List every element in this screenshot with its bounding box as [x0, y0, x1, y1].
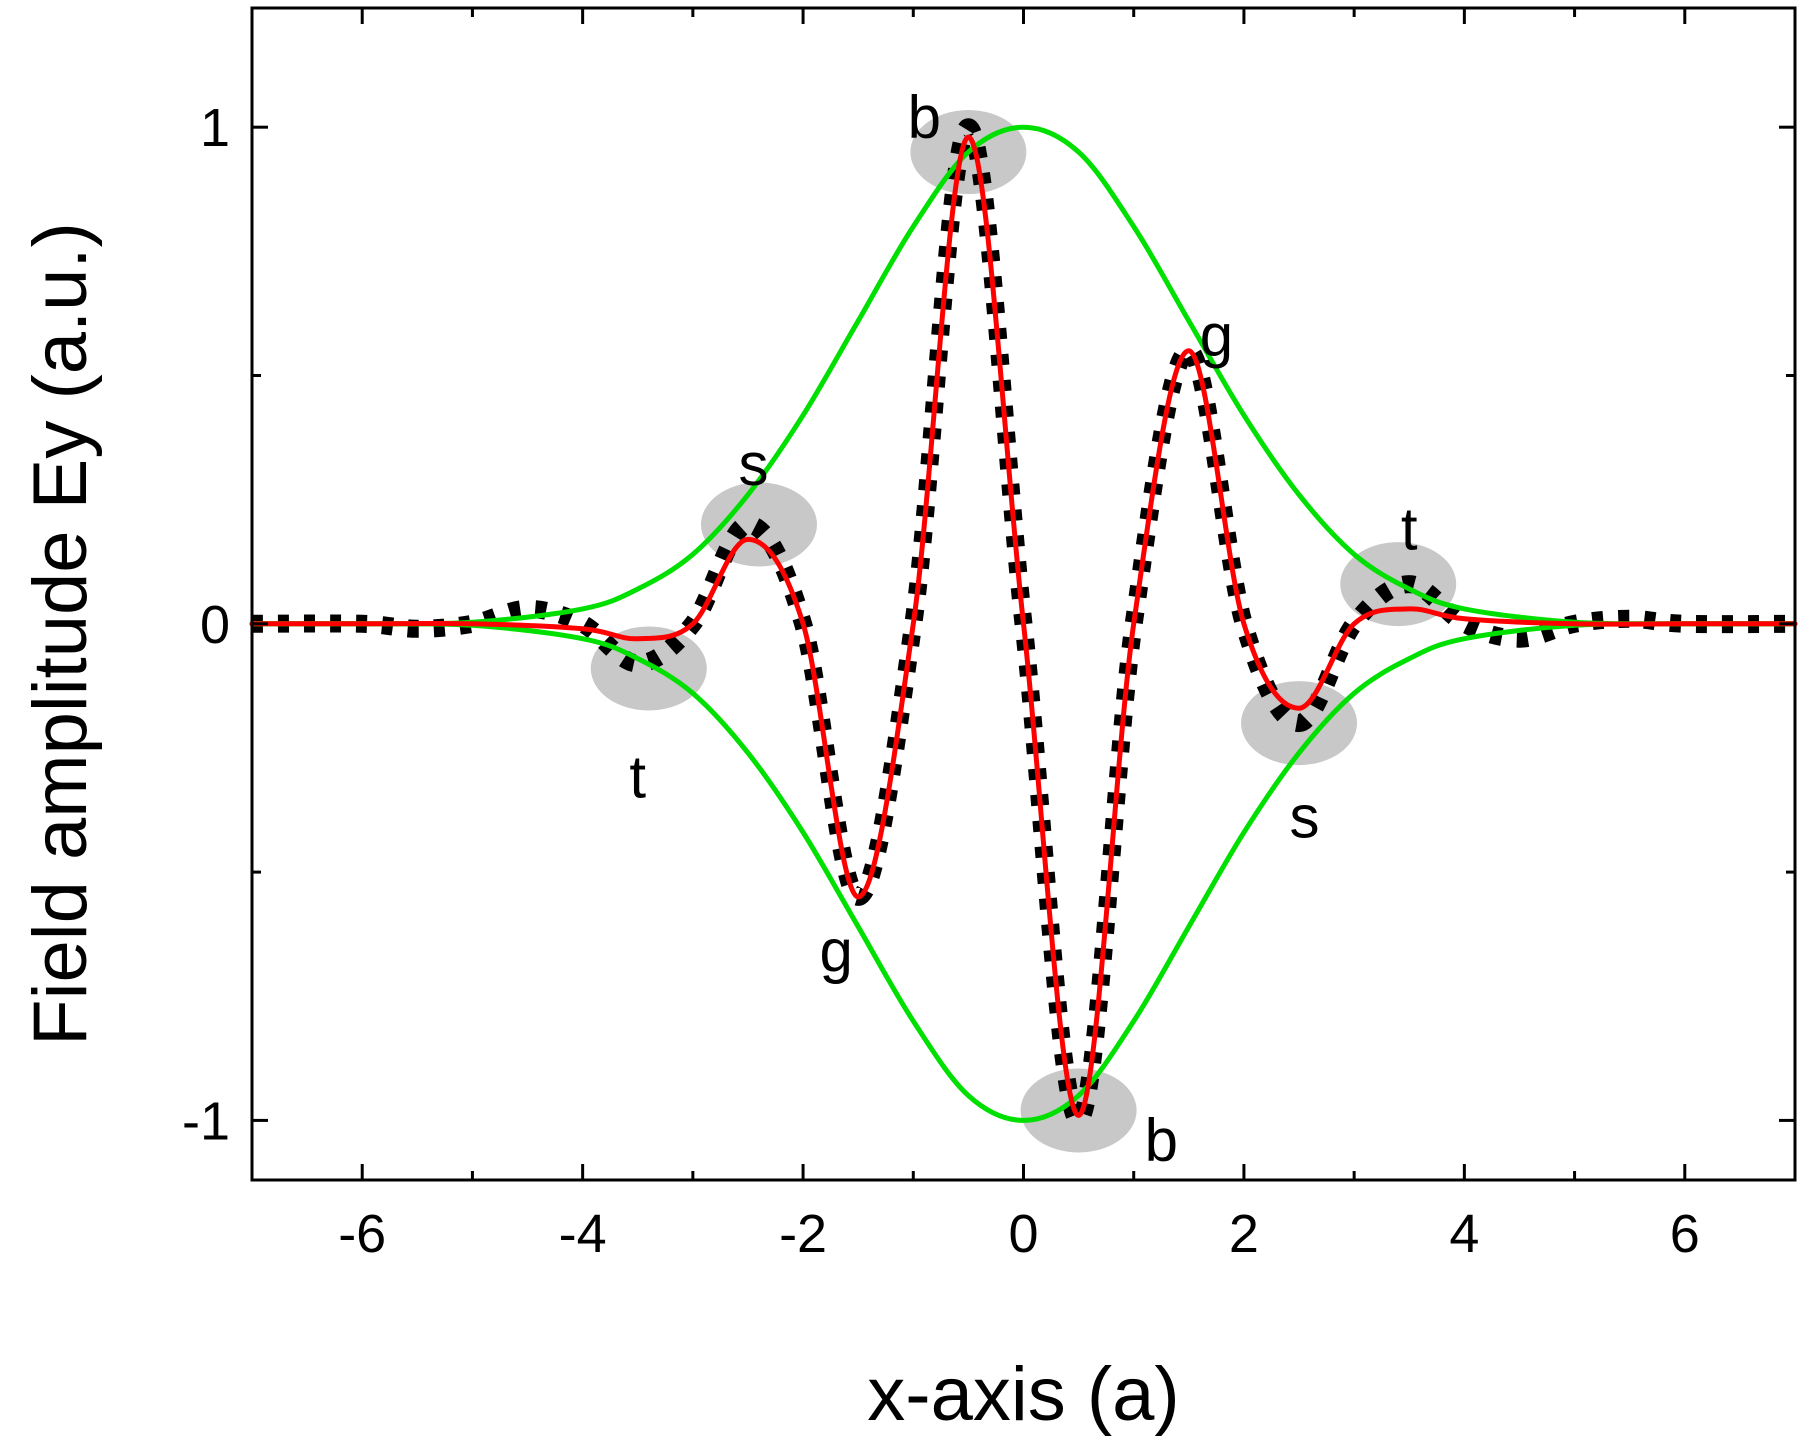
green-envelope-upper — [249, 124, 1798, 627]
x-tick-label: -2 — [779, 1204, 827, 1264]
peak-label-b: b — [908, 83, 941, 150]
peak-label-g: g — [1200, 302, 1233, 369]
series-layer — [249, 118, 1798, 1130]
green-envelope-lower — [249, 621, 1798, 1123]
red-series — [249, 134, 1798, 1118]
peak-label-g: g — [819, 918, 852, 985]
x-tick-label: 2 — [1229, 1204, 1259, 1264]
y-tick-label: 1 — [200, 98, 230, 158]
x-tick-label: -6 — [338, 1204, 386, 1264]
y-axis-title: Field amplitude Ey (a.u.) — [18, 222, 103, 1046]
annotations-layer: b b g g s s t t — [629, 83, 1418, 1173]
peak-label-s: s — [1290, 783, 1320, 850]
x-tick-label: -4 — [559, 1204, 607, 1264]
ticks-layer: -6 -4 -2 0 2 4 6 -1 0 1 — [182, 8, 1797, 1264]
peak-label-t: t — [629, 744, 646, 811]
x-tick-label: 6 — [1670, 1204, 1700, 1264]
peak-label-t: t — [1401, 495, 1418, 562]
x-axis-title: x-axis (a) — [867, 1352, 1179, 1437]
x-tick-label: 4 — [1449, 1204, 1479, 1264]
y-tick-label: -1 — [182, 1091, 230, 1151]
y-tick-label: 0 — [200, 595, 230, 655]
peak-label-b: b — [1145, 1106, 1178, 1173]
x-tick-label: 0 — [1008, 1204, 1038, 1264]
peak-label-s: s — [738, 431, 768, 498]
